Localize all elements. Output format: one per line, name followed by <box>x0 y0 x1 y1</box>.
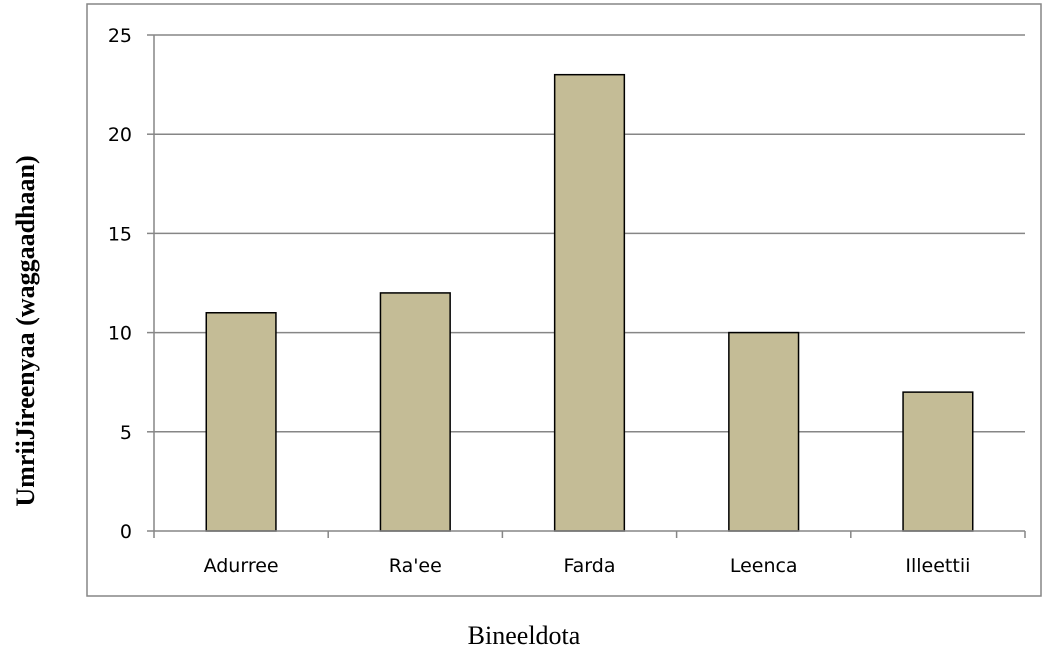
bar <box>553 73 626 532</box>
bar <box>902 391 974 532</box>
x-tick-label: Leenca <box>730 555 798 577</box>
x-tick-label: Adurree <box>204 555 279 577</box>
y-tick-label: 25 <box>108 25 132 47</box>
y-axis-title: UmriiJireenyaa (waggaadhaan) <box>11 155 40 506</box>
x-tick-label: Ra'ee <box>389 555 442 577</box>
y-tick-label: 20 <box>108 124 132 146</box>
y-tick-label: 5 <box>120 422 132 444</box>
x-axis-title: Bineeldota <box>468 621 581 650</box>
bar <box>728 331 800 532</box>
bars <box>205 73 974 532</box>
x-tick-labels: Adurree Ra'ee Farda Leenca Illeettii <box>204 555 971 577</box>
x-tick-label: Illeettii <box>905 555 970 577</box>
bar <box>205 312 277 532</box>
y-tick-label: 0 <box>120 521 132 543</box>
axes <box>153 35 1026 538</box>
x-tick-label: Farda <box>563 555 615 577</box>
y-tick-label: 15 <box>108 223 132 245</box>
y-tick-label: 10 <box>108 323 132 345</box>
bar <box>379 292 451 532</box>
y-tick-labels: 0 5 10 15 20 25 <box>108 25 132 543</box>
